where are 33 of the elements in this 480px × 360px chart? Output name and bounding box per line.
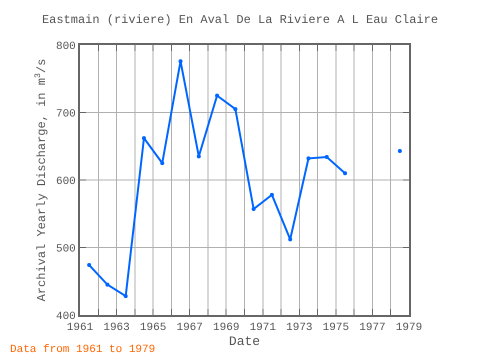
x-tick-label: 1967 (176, 322, 203, 334)
x-tick-label: 1963 (103, 322, 130, 334)
point (105, 282, 110, 287)
point (142, 136, 146, 140)
x-tick-label: 1977 (359, 322, 386, 334)
x-tick-label: 1971 (250, 322, 276, 334)
x-tick-label: 1965 (140, 322, 166, 334)
point (252, 207, 256, 212)
y-tick-label: 500 (56, 243, 76, 256)
point (270, 192, 274, 197)
y-tick-label: 800 (56, 40, 76, 53)
point (215, 94, 220, 98)
chart-title: Eastmain (riviere) En Aval De La Riviere A L Eau Claire (42, 12, 438, 27)
point (160, 161, 164, 166)
y-tick-label: 600 (56, 176, 76, 188)
point (324, 155, 329, 160)
x-tick-label: 1979 (396, 322, 422, 334)
point (196, 154, 201, 158)
point (87, 263, 92, 268)
point (288, 237, 292, 242)
y-tick-label: 700 (56, 108, 76, 120)
y-tick-label: 400 (56, 310, 76, 323)
point (178, 59, 183, 64)
x-tick-label: 1975 (322, 322, 350, 334)
point (343, 171, 348, 176)
point (306, 156, 310, 160)
x-tick-label: 1969 (213, 322, 240, 334)
point (233, 107, 238, 112)
x-tick-label: 1973 (286, 322, 313, 334)
text: Data from 1961 to 1979 (10, 344, 156, 356)
x-axis-title: Date (228, 334, 260, 350)
point (124, 294, 128, 298)
x-tick-label: 1961 (66, 322, 94, 334)
